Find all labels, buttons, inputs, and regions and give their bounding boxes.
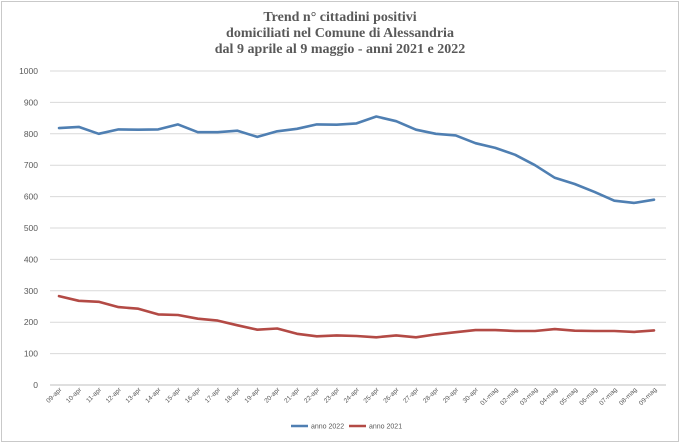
- y-tick-label: 700: [24, 160, 38, 170]
- x-tick-label: 12-apr: [105, 386, 124, 405]
- x-tick-label: 06-mag: [578, 386, 599, 407]
- x-tick-label: 20-apr: [263, 386, 282, 405]
- x-tick-label: 17-apr: [204, 386, 223, 405]
- x-tick-label: 08-mag: [618, 386, 639, 407]
- chart-title-line-1: Trend n° cittadini positivi: [263, 10, 417, 25]
- x-tick-label: 25-apr: [363, 386, 382, 405]
- series-lines: [57, 115, 656, 339]
- legend-label: anno 2022: [311, 424, 344, 431]
- x-tick-label: 29-apr: [442, 386, 461, 405]
- x-tick-label: 02-mag: [499, 386, 520, 407]
- y-tick-label: 900: [24, 97, 38, 107]
- x-tick-label: 04-mag: [539, 386, 560, 407]
- x-tick-label: 19-apr: [244, 386, 263, 405]
- x-tick-label: 21-apr: [283, 386, 302, 405]
- legend-label: anno 2021: [369, 424, 402, 431]
- x-tick-label: 26-apr: [382, 386, 401, 405]
- legend: anno 2022 anno 2021: [291, 424, 402, 431]
- x-tick-label: 28-apr: [422, 386, 441, 405]
- y-axis-ticks: 0 100 200 300 400 500 600 700 800 900 1000: [19, 66, 38, 390]
- y-tick-label: 200: [24, 317, 38, 327]
- x-tick-label: 15-apr: [164, 386, 183, 405]
- x-tick-label: 30-apr: [462, 386, 481, 405]
- x-tick-label: 14-apr: [144, 386, 163, 405]
- series-line-anno-2021: [57, 294, 656, 339]
- x-tick-label: 27-apr: [402, 386, 421, 405]
- x-tick-label: 16-apr: [184, 386, 203, 405]
- x-tick-label: 23-apr: [323, 386, 342, 405]
- x-axis-ticks: 09-apr 10-apr 11-apr 12-apr 13-apr 14-apr 15-a…: [45, 386, 659, 407]
- x-tick-label: 09-apr: [45, 386, 64, 405]
- x-tick-label: 03-mag: [519, 386, 540, 407]
- y-tick-label: 500: [24, 223, 38, 233]
- x-tick-label: 10-apr: [65, 386, 84, 405]
- grid-lines: [50, 70, 666, 386]
- x-tick-label: 18-apr: [224, 386, 243, 405]
- x-tick-label: 13-apr: [125, 386, 144, 405]
- y-tick-label: 800: [24, 129, 38, 139]
- x-tick-label: 07-mag: [598, 386, 619, 407]
- x-tick-label: 11-apr: [85, 386, 103, 404]
- chart-title-line-2: domiciliati nel Comune di Alessandria: [226, 26, 454, 41]
- series-line-anno-2022: [57, 115, 656, 205]
- x-tick-label: 05-mag: [559, 386, 580, 407]
- y-tick-label: 1000: [19, 66, 38, 76]
- chart-title: Trend n° cittadini positivi domiciliati …: [0, 10, 680, 58]
- y-tick-label: 0: [33, 380, 38, 390]
- y-tick-label: 600: [24, 192, 38, 202]
- y-tick-label: 300: [24, 286, 38, 296]
- y-tick-label: 100: [24, 349, 38, 359]
- chart-title-line-3: dal 9 aprile al 9 maggio - anni 2021 e 2…: [214, 42, 466, 57]
- y-tick-label: 400: [24, 254, 38, 264]
- x-tick-label: 24-apr: [343, 386, 362, 405]
- x-tick-label: 22-apr: [303, 386, 322, 405]
- x-tick-label: 09-mag: [638, 386, 659, 407]
- x-tick-label: 01-mag: [479, 386, 500, 407]
